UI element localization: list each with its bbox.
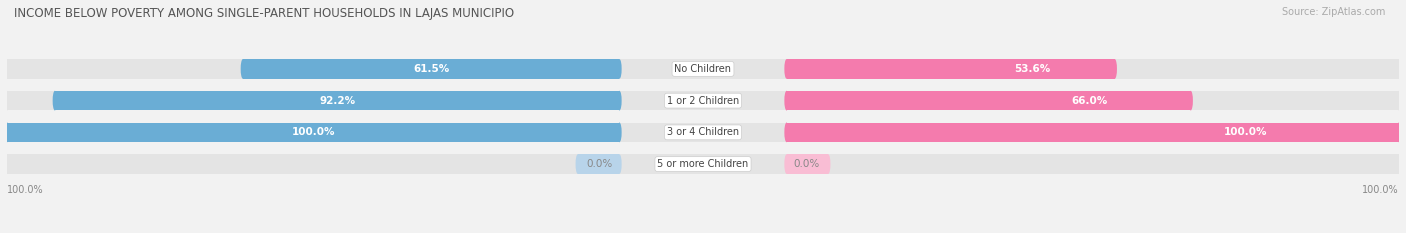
Text: 5 or more Children: 5 or more Children bbox=[658, 159, 748, 169]
Circle shape bbox=[1396, 59, 1402, 79]
Circle shape bbox=[240, 59, 245, 79]
Bar bbox=[786, 154, 828, 174]
Text: 92.2%: 92.2% bbox=[319, 96, 356, 106]
Bar bbox=[55, 91, 620, 110]
Circle shape bbox=[52, 91, 58, 110]
Circle shape bbox=[785, 59, 789, 79]
Circle shape bbox=[1396, 154, 1402, 174]
Text: 100.0%: 100.0% bbox=[291, 127, 335, 137]
Bar bbox=[7, 59, 1399, 79]
Circle shape bbox=[4, 59, 10, 79]
Text: 1 or 2 Children: 1 or 2 Children bbox=[666, 96, 740, 106]
Bar bbox=[243, 59, 620, 79]
Circle shape bbox=[4, 123, 10, 142]
Text: 3 or 4 Children: 3 or 4 Children bbox=[666, 127, 740, 137]
Text: Source: ZipAtlas.com: Source: ZipAtlas.com bbox=[1281, 7, 1385, 17]
Text: 100.0%: 100.0% bbox=[7, 185, 44, 195]
Circle shape bbox=[1112, 59, 1116, 79]
Text: 53.6%: 53.6% bbox=[1015, 64, 1050, 74]
Bar bbox=[786, 59, 1115, 79]
Circle shape bbox=[4, 154, 10, 174]
Circle shape bbox=[617, 91, 621, 110]
Circle shape bbox=[4, 123, 10, 142]
Circle shape bbox=[785, 123, 789, 142]
Circle shape bbox=[617, 123, 621, 142]
Text: No Children: No Children bbox=[675, 64, 731, 74]
Bar bbox=[786, 91, 1191, 110]
Bar bbox=[786, 123, 1399, 142]
Circle shape bbox=[4, 91, 10, 110]
Circle shape bbox=[1188, 91, 1192, 110]
Bar bbox=[578, 154, 620, 174]
Bar bbox=[7, 123, 1399, 142]
Circle shape bbox=[1396, 123, 1402, 142]
Text: 0.0%: 0.0% bbox=[793, 159, 820, 169]
Circle shape bbox=[827, 154, 831, 174]
Circle shape bbox=[617, 59, 621, 79]
Circle shape bbox=[575, 154, 579, 174]
Circle shape bbox=[1396, 91, 1402, 110]
Circle shape bbox=[617, 154, 621, 174]
Text: 61.5%: 61.5% bbox=[413, 64, 450, 74]
Circle shape bbox=[1396, 123, 1402, 142]
Text: INCOME BELOW POVERTY AMONG SINGLE-PARENT HOUSEHOLDS IN LAJAS MUNICIPIO: INCOME BELOW POVERTY AMONG SINGLE-PARENT… bbox=[14, 7, 515, 20]
Bar bbox=[7, 154, 1399, 174]
Text: 66.0%: 66.0% bbox=[1071, 96, 1108, 106]
Bar bbox=[7, 123, 620, 142]
Text: 0.0%: 0.0% bbox=[586, 159, 613, 169]
Circle shape bbox=[785, 91, 789, 110]
Circle shape bbox=[785, 154, 789, 174]
Bar bbox=[7, 91, 1399, 110]
Text: 100.0%: 100.0% bbox=[1225, 127, 1268, 137]
Text: 100.0%: 100.0% bbox=[1362, 185, 1399, 195]
